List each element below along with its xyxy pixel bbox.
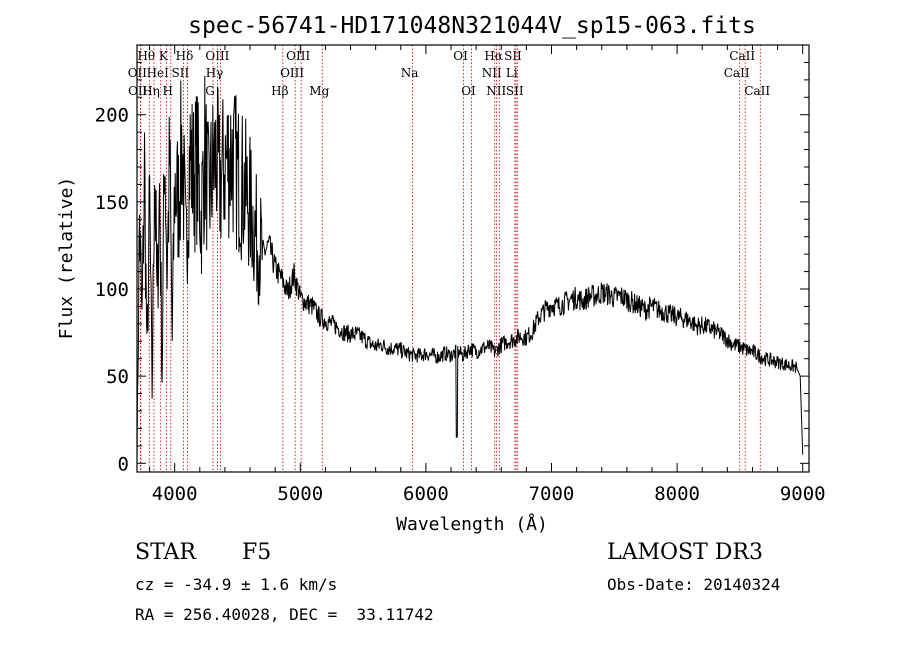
x-axis: 4000 5000 6000 7000 8000 9000 (149, 45, 826, 505)
line-marker-label: Hδ (176, 49, 194, 63)
y-tick-label: 0 (118, 453, 129, 475)
line-marker-label: CaII (729, 49, 755, 63)
line-marker-label: SII (506, 84, 524, 98)
y-tick-label: 200 (95, 105, 129, 127)
object-class: STAR (135, 540, 196, 565)
x-tick-label: 6000 (403, 483, 449, 505)
y-tick-label: 100 (95, 279, 129, 301)
spectral-subclass: F5 (242, 540, 272, 565)
y-axis-label: Flux (relative) (56, 177, 77, 340)
line-marker-label: K (159, 49, 169, 63)
line-marker-label: OI (461, 84, 476, 98)
line-marker-label: Hη (142, 84, 160, 98)
y-tick-label: 150 (95, 192, 129, 214)
line-marker-label: NII (486, 84, 506, 98)
spectrum-line (136, 75, 804, 465)
line-marker-label: CaII (744, 84, 770, 98)
line-marker-label: OIII (280, 66, 304, 80)
line-marker-label: CaII (724, 66, 750, 80)
line-marker-label: Hβ (271, 84, 288, 98)
line-marker-label: SII (171, 66, 189, 80)
x-tick-label: 5000 (277, 483, 323, 505)
line-marker-label: Na (401, 66, 419, 80)
coordinates: RA = 256.40028, DEC = 33.11742 (135, 605, 434, 624)
chart-title: spec-56741-HD171048N321044V_sp15-063.fit… (188, 13, 756, 39)
y-tick-label: 50 (106, 366, 129, 388)
line-marker-label: G (205, 84, 215, 98)
line-marker-label: Hγ (206, 66, 224, 80)
x-tick-label: 7000 (529, 483, 575, 505)
line-marker-label: Hθ (137, 49, 155, 63)
redshift-cz: cz = -34.9 ± 1.6 km/s (135, 575, 338, 594)
line-marker-label: SII (504, 49, 522, 63)
line-marker-label: H (163, 84, 173, 98)
plot-frame (136, 44, 810, 473)
line-marker-label: Mg (309, 84, 329, 98)
x-axis-label: Wavelength (Å) (396, 513, 548, 535)
survey-name: LAMOST DR3 (607, 540, 763, 565)
line-marker-label: OII (128, 84, 148, 98)
line-marker-label: OI (453, 49, 468, 63)
observation-date: Obs-Date: 20140324 (607, 575, 781, 594)
line-marker-label: NII (482, 66, 502, 80)
x-tick-label: 4000 (152, 483, 198, 505)
x-tick-label: 9000 (780, 483, 826, 505)
y-axis: 0 50 100 150 200 (95, 61, 809, 475)
line-marker-label: HeI (147, 66, 170, 80)
line-marker-label: Hα (484, 49, 503, 63)
line-marker-label: Li (506, 66, 518, 80)
line-marker-label: OIII (286, 49, 310, 63)
x-tick-label: 8000 (654, 483, 700, 505)
